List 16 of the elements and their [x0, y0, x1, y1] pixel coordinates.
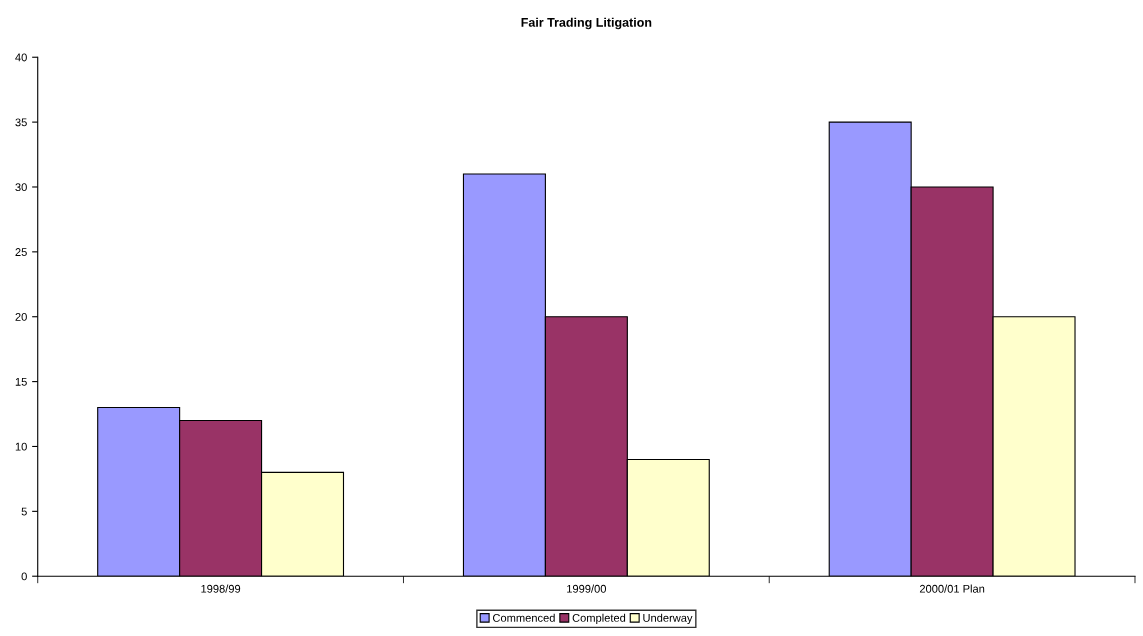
y-tick-label: 25	[15, 248, 27, 256]
legend-label: Commenced	[493, 613, 555, 622]
y-tick-label: 5	[21, 507, 27, 516]
y-tick-label: 0	[21, 572, 27, 581]
chart-title: Fair Trading Litigation	[521, 17, 652, 30]
y-tick-label: 35	[15, 118, 27, 127]
y-tick-label: 30	[15, 183, 27, 192]
x-tick-label: 1998/99	[201, 584, 241, 593]
x-tick-label: 1999/00	[567, 584, 607, 593]
y-tick-label: 15	[15, 377, 27, 386]
legend-label: Completed	[572, 613, 626, 625]
y-tick-label: 10	[15, 442, 27, 451]
x-tick-label: 2000/01 Plan	[919, 584, 985, 593]
legend-label: Underway	[643, 613, 693, 625]
y-tick-label: 20	[15, 313, 27, 321]
y-tick-label: 40	[15, 53, 27, 62]
